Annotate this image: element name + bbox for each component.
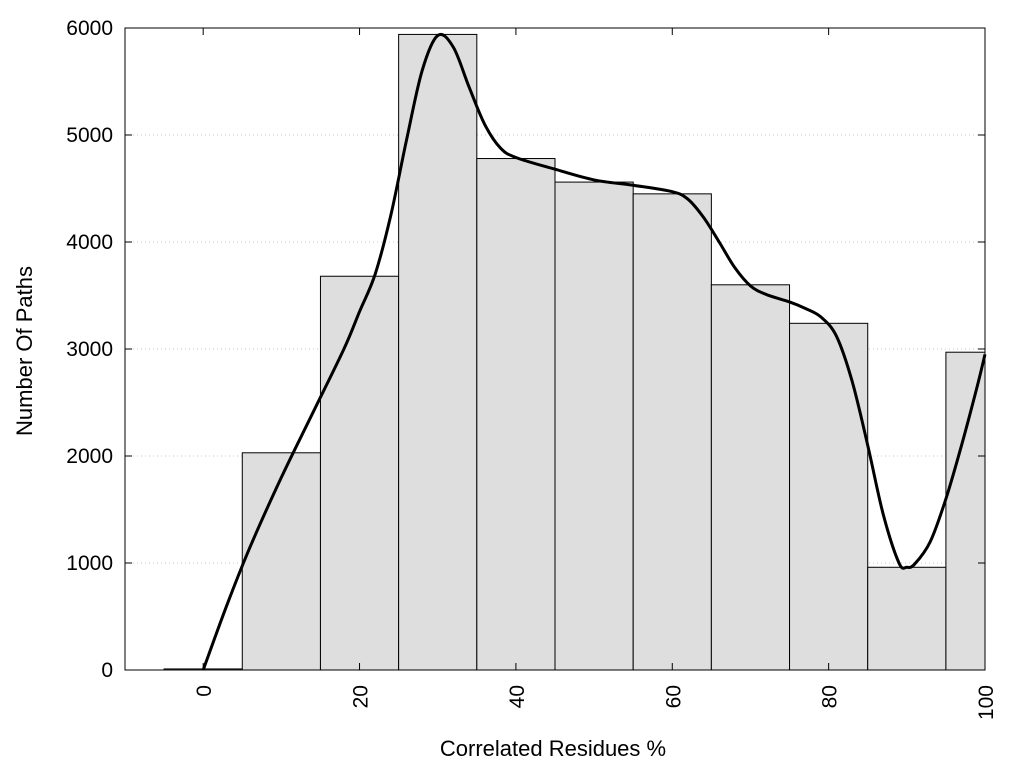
histogram-bar [789, 322, 869, 671]
y-axis-ticks: 0 1000 2000 3000 4000 5000 6000 [66, 17, 985, 682]
histogram-bar [867, 566, 947, 671]
histogram-bar [476, 158, 556, 671]
bars [163, 33, 986, 671]
x-axis-title: Correlated Residues % [440, 736, 666, 761]
histogram-bar [319, 275, 400, 671]
x-tick-label: 80 [819, 685, 842, 708]
x-axis-ticks: 0 20 40 60 80 100 [193, 28, 998, 720]
y-axis-title: Number Of Paths [12, 266, 37, 436]
histogram-bar [241, 452, 321, 671]
y-tick-label: 4000 [66, 231, 113, 254]
x-tick-label: 100 [975, 685, 998, 720]
x-tick-label: 0 [193, 685, 216, 697]
smoothed-curve [201, 32, 987, 671]
x-tick-label: 60 [662, 685, 685, 708]
histogram-bar [398, 33, 478, 671]
y-tick-label: 6000 [66, 17, 113, 40]
histogram-bar [945, 351, 986, 671]
histogram-bar [710, 284, 791, 671]
histogram-bar [554, 181, 634, 671]
histogram-bar [632, 193, 712, 671]
y-tick-label: 5000 [66, 124, 113, 147]
x-tick-label: 20 [350, 685, 373, 708]
y-tick-label: 3000 [66, 338, 113, 361]
y-tick-label: 2000 [66, 445, 113, 468]
x-tick-label: 40 [506, 685, 529, 708]
y-tick-label: 0 [101, 659, 113, 682]
y-tick-label: 1000 [66, 552, 113, 575]
